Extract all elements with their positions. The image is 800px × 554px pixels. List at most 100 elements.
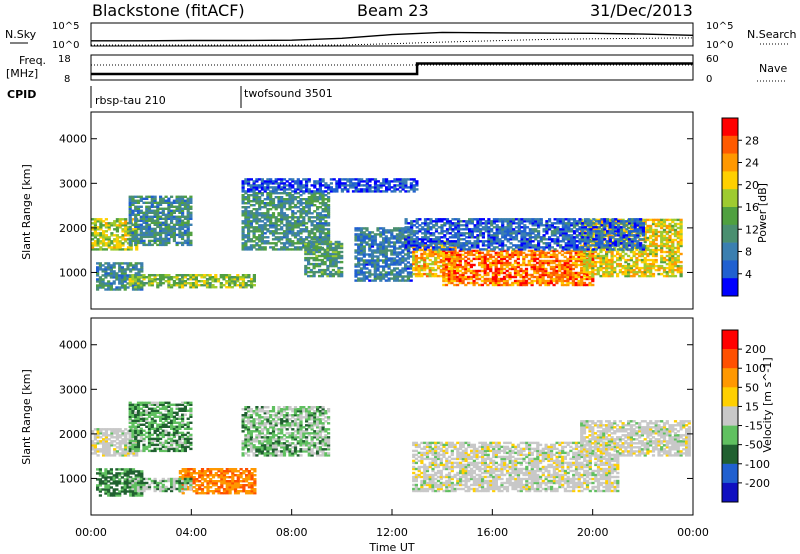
heat-cell-5 [337,266,341,270]
heat-cell-10 [545,224,549,227]
heat-cell-9 [610,234,614,238]
heat-cell-3 [142,284,146,287]
heat-cell-5 [312,256,316,260]
heat-cell-9 [640,270,644,274]
heat-cell-9 [671,226,675,230]
heat-cell-4 [274,206,278,209]
heat-cell-3 [225,276,229,279]
heat-cell-8 [580,261,584,265]
heat-cell-8 [442,283,446,287]
heat-cell-2 [131,223,135,226]
heat-cell-3 [197,284,201,287]
heat-cell-9 [651,222,656,226]
heat-cell-6 [370,261,375,264]
heat-cell-9 [624,264,628,268]
heat-cell-1 [131,268,136,271]
heat-cell-1 [134,264,138,267]
heat-cell-11 [244,182,248,185]
heat-cell-2 [170,217,174,220]
heat-cell-3 [205,282,210,285]
heat-cell-3 [233,282,237,285]
heat-cell-5 [312,246,316,250]
heat-cell-0 [91,244,95,247]
heat-cell-1 [134,268,138,271]
heat-cell-5 [323,270,327,274]
heat-cell-2 [186,203,190,206]
heat-cell-7 [431,252,435,256]
heat-cell-8 [494,257,498,261]
heat-cell-9 [607,242,611,246]
heat-cell-9 [580,220,584,224]
heat-cell-4 [318,238,322,241]
heat-cell-9 [605,224,609,228]
beam-label: Beam 23 [357,1,429,20]
heat-cell-10 [421,226,425,229]
heat-cell-5 [323,254,327,258]
heat-cell-1 [115,272,119,275]
heat-cell-6 [401,249,405,252]
heat-cell-9 [654,268,658,272]
heat-cell-9 [640,266,644,270]
heat-cell-6 [401,237,405,240]
heat-cell-10 [470,220,474,223]
heat-cell-4 [255,228,259,231]
heat-cell-10 [476,238,480,241]
heat-cell-10 [440,242,444,245]
heat-cell-8 [486,271,490,275]
heat-cell-9 [660,232,664,236]
heat-cell-10 [498,238,502,241]
heat-cell-9 [665,246,669,250]
heat-cell-9 [599,258,603,262]
heat-cell-8 [530,281,534,285]
heat-cell-10 [495,226,499,229]
heat-cell-7 [412,252,416,256]
heat-cell-10 [537,226,541,229]
heat-cell-4 [274,248,278,251]
heat-cell-9 [599,250,603,254]
heat-cell-10 [517,218,521,221]
heat-cell-10 [603,238,607,241]
heat-cell-6 [357,259,361,262]
heat-cell-4 [255,192,259,195]
heat-cell-3 [225,274,229,277]
heat-cell-9 [607,234,611,238]
heat-cell-2 [175,223,179,226]
heat-cell-3 [161,276,165,279]
heat-cell-6 [373,235,377,238]
heat-cell-8 [544,251,548,255]
heat-cell-10 [520,242,524,245]
heat-cell-3 [250,278,254,281]
heat-cell-10 [572,248,577,251]
heat-cell-5 [320,258,324,262]
heat-cell-9 [605,274,609,278]
heat-cell-6 [404,259,408,262]
heat-cell-10 [622,246,626,249]
heat-cell-4 [282,192,287,195]
heat-cell-6 [370,279,375,282]
heat-cell-6 [359,241,364,244]
heat-cell-6 [393,263,397,266]
heat-cell-9 [593,262,598,266]
heat-cell-9 [582,266,587,270]
heat-cell-9 [640,254,644,258]
heat-cell-10 [451,244,455,247]
heat-cell-10 [415,240,419,243]
heat-cell-10 [561,238,565,241]
heat-cell-1 [107,272,111,275]
heat-cell-10 [611,244,615,247]
heat-cell-3 [178,274,182,277]
heat-cell-10 [525,234,530,237]
heat-cell-2 [147,231,152,235]
heat-cell-4 [244,206,248,209]
heat-cell-8 [475,249,479,253]
heat-cell-4 [277,198,281,201]
heat-cell-8 [536,267,540,271]
heat-cell-7 [414,256,418,260]
heat-cell-0 [115,224,119,227]
heat-cell-4 [285,202,289,205]
heat-cell-10 [611,224,615,227]
heat-cell-9 [662,258,667,262]
heat-cell-8 [461,249,465,253]
heat-cell-5 [337,254,341,258]
